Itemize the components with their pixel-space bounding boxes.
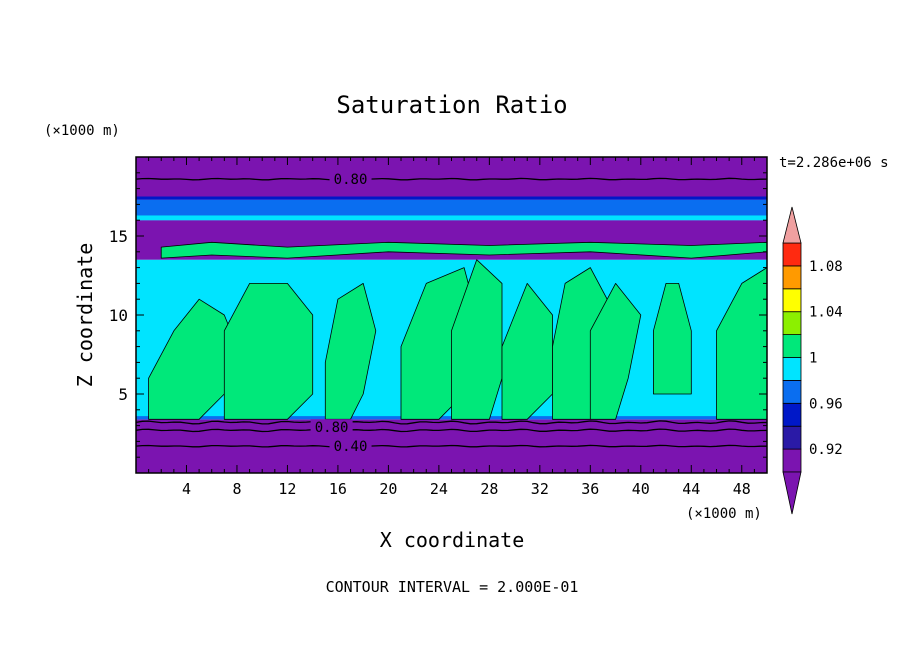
colorbar-tick-label: 0.96 — [809, 396, 843, 412]
x-axis-ticks: 4 8 12 16 20 24 28 32 36 40 44 48 — [148, 157, 755, 498]
contour-label-bg-0 — [329, 171, 372, 188]
colorbar-segment-0 — [782, 448, 802, 473]
supersaturated-region-9 — [716, 267, 767, 420]
x-tick-label: 28 — [480, 480, 498, 498]
colorbar-over-arrow — [782, 206, 802, 244]
x-tick-label: 36 — [581, 480, 599, 498]
x-tick-label: 20 — [379, 480, 397, 498]
x-axis-unit: (×1000 m) — [686, 506, 762, 522]
supersaturated-region-4 — [451, 259, 503, 420]
chart-title: Saturation Ratio — [336, 91, 567, 119]
colorbar: 0.92 0.96 1 1.04 1.08 — [782, 206, 843, 515]
x-axis-label: X coordinate — [380, 528, 525, 552]
x-tick-label: 16 — [329, 480, 347, 498]
x-tick-label: 40 — [632, 480, 650, 498]
field-strip-upper — [136, 215, 767, 221]
contour-label-bg-1 — [310, 419, 353, 436]
supersaturated-region-2 — [324, 282, 377, 420]
supersaturated-region-1 — [223, 282, 314, 420]
x-tick-label: 12 — [278, 480, 296, 498]
field-strip-top — [136, 196, 767, 200]
colorbar-segment-1 — [782, 425, 802, 450]
supersaturated-region-5 — [501, 282, 553, 420]
contour-line-0-60-lower — [136, 428, 767, 433]
contour-label-0: 0.80 — [334, 172, 368, 188]
colorbar-tick-label: 1.08 — [809, 259, 843, 275]
y-axis-label: Z coordinate — [73, 243, 97, 388]
contour-line-0-80-top — [136, 177, 767, 181]
x-tick-label: 8 — [232, 480, 241, 498]
colorbar-segment-9 — [782, 242, 802, 267]
y-axis-ticks: 5 10 15 — [109, 172, 767, 458]
x-tick-label: 48 — [733, 480, 751, 498]
contour-interval-footer: CONTOUR INTERVAL = 2.000E-01 — [326, 578, 579, 596]
x-tick-label: 24 — [430, 480, 448, 498]
contour-line-0-80-lower — [136, 420, 767, 425]
supersaturated-region-10 — [160, 241, 767, 259]
contour-label-2: 0.40 — [334, 439, 368, 455]
y-tick-label: 5 — [118, 385, 128, 404]
colorbar-segment-3 — [782, 379, 802, 404]
supersaturated-region-7 — [589, 282, 642, 420]
contour-lines: 0.80 0.80 0.40 — [136, 171, 767, 455]
y-tick-label: 10 — [109, 306, 128, 325]
colorbar-under-arrow — [782, 471, 802, 515]
colorbar-tick-label: 0.92 — [809, 442, 843, 458]
colorbar-segment-6 — [782, 311, 802, 336]
time-label: t=2.286e+06 s — [779, 155, 889, 171]
x-tick-label: 4 — [182, 480, 191, 498]
x-tick-label: 44 — [682, 480, 700, 498]
colorbar-tick-label: 1 — [809, 351, 817, 367]
colorbar-segment-4 — [782, 357, 802, 381]
contour-field — [136, 157, 767, 473]
colorbar-segment-2 — [782, 402, 802, 427]
field-band-3 — [136, 199, 767, 221]
colorbar-segment-7 — [782, 288, 802, 313]
colorbar-segment-8 — [782, 265, 802, 290]
y-tick-label: 15 — [109, 227, 128, 246]
y-axis-unit: (×1000 m) — [44, 123, 120, 139]
supersaturated-region-8 — [653, 282, 692, 395]
contour-label-bg-2 — [329, 438, 372, 455]
colorbar-tick-label: 1.04 — [809, 305, 843, 321]
colorbar-segment-5 — [782, 334, 802, 358]
contour-label-1: 0.80 — [315, 420, 349, 436]
contour-line-0-40-lower — [136, 444, 767, 448]
x-tick-label: 32 — [531, 480, 549, 498]
